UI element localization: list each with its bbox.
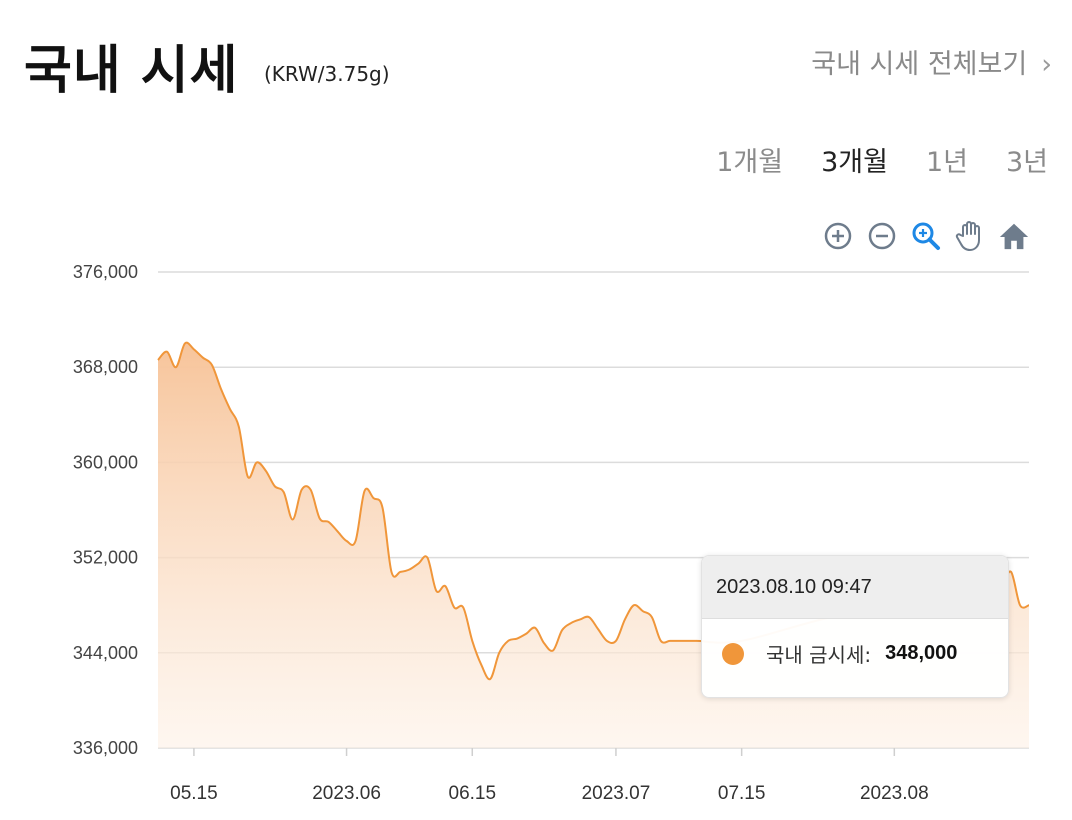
y-tick-label: 360,000 (73, 452, 138, 472)
tooltip-label: 국내 금시세: (766, 643, 872, 667)
header: 국내 시세 (KRW/3.75g) 국내 시세 전체보기 › (24, 24, 1052, 104)
tooltip-date: 2023.08.10 09:47 (702, 556, 1008, 619)
chart-tooltip: 2023.08.10 09:47 국내 금시세: 348,000 (701, 555, 1009, 698)
reset-home-icon[interactable] (998, 220, 1030, 252)
y-tick-label: 352,000 (73, 548, 138, 568)
x-tick-label: 2023.07 (582, 783, 651, 804)
x-tick-label: 06.15 (449, 783, 497, 804)
x-tick-label: 2023.06 (312, 783, 381, 804)
y-tick-label: 376,000 (73, 262, 138, 282)
x-tick-label: 07.15 (718, 783, 766, 804)
page-title: 국내 시세 (24, 41, 239, 101)
chart-toolbar (822, 220, 1030, 252)
tab-3-years[interactable]: 3년 (1005, 147, 1048, 178)
x-tick-label: 2023.08 (860, 783, 929, 804)
tab-3-months[interactable]: 3개월 (821, 147, 888, 178)
tooltip-value: 348,000 (885, 642, 958, 664)
axes: 376,000 368,000 360,000 352,000 344,000 336,0… (73, 262, 929, 804)
series-marker-icon (722, 642, 744, 665)
chevron-right-icon: › (1041, 49, 1052, 80)
tab-1-month[interactable]: 1개월 (716, 147, 784, 178)
tab-1-year[interactable]: 1년 (925, 147, 968, 178)
zoom-in-icon[interactable] (822, 220, 854, 252)
view-all-label: 국내 시세 전체보기 (811, 49, 1028, 80)
price-line (157, 341, 1030, 681)
view-all-link[interactable]: 국내 시세 전체보기 › (811, 42, 1052, 81)
pan-hand-icon[interactable] (954, 220, 986, 252)
period-tabs: 1개월 3개월 1년 3년 (716, 140, 1048, 179)
x-tick-label: 05.15 (170, 783, 218, 804)
price-chart[interactable]: 376,000 368,000 360,000 352,000 344,000 336,0… (0, 250, 1072, 810)
y-tick-label: 368,000 (73, 357, 138, 377)
tooltip-body: 국내 금시세: 348,000 (702, 619, 1008, 668)
y-tick-label: 344,000 (73, 643, 138, 663)
selection-zoom-icon[interactable] (910, 220, 942, 252)
unit-label: (KRW/3.75g) (264, 62, 390, 86)
zoom-out-icon[interactable] (866, 220, 898, 252)
y-tick-label: 336,000 (73, 738, 138, 758)
